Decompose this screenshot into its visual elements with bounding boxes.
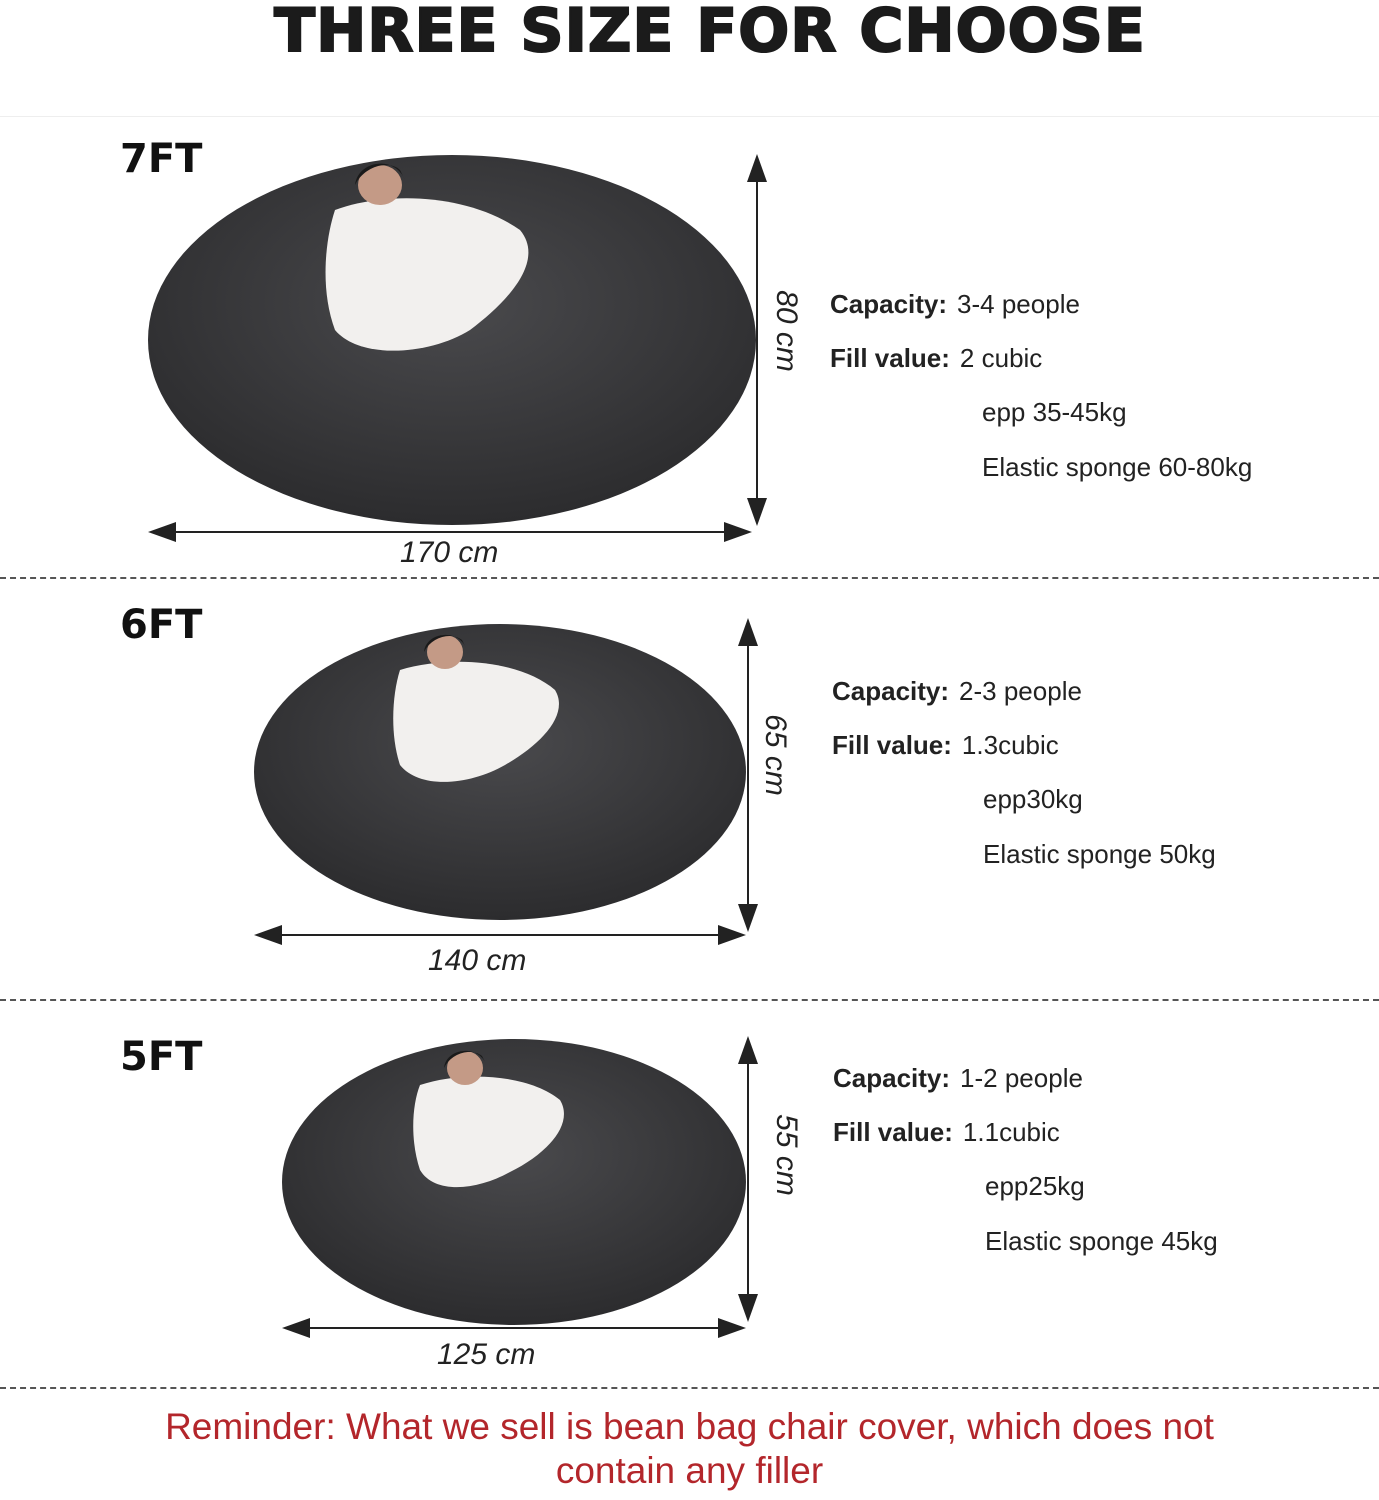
size-label-6ft: 6FT bbox=[120, 602, 203, 648]
fill-value-7ft: Fill value: 2 cubic bbox=[830, 343, 1043, 373]
height-label-6ft: 65 cm bbox=[758, 714, 792, 796]
size-label-5ft: 5FT bbox=[120, 1034, 203, 1080]
bean-bag-7ft-image bbox=[148, 155, 756, 525]
width-label-7ft: 170 cm bbox=[400, 536, 499, 569]
capacity-7ft: Capacity: 3-4 people bbox=[830, 289, 1080, 319]
divider bbox=[0, 1387, 1379, 1389]
reminder-line-2: contain any filler bbox=[555, 1450, 824, 1491]
fill-value-6ft: Fill value: 1.3cubic bbox=[832, 730, 1059, 760]
width-label-5ft: 125 cm bbox=[437, 1338, 536, 1371]
epp-6ft: epp30kg bbox=[983, 784, 1083, 814]
divider bbox=[0, 116, 1379, 117]
height-label-7ft: 80 cm bbox=[769, 290, 803, 372]
epp-5ft: epp25kg bbox=[985, 1171, 1085, 1201]
divider bbox=[0, 999, 1379, 1001]
width-label-6ft: 140 cm bbox=[428, 944, 527, 977]
height-label-5ft: 55 cm bbox=[769, 1114, 803, 1196]
reminder-line-1: Reminder: What we sell is bean bag chair… bbox=[165, 1406, 1214, 1447]
epp-7ft: epp 35-45kg bbox=[982, 397, 1127, 427]
bean-bag-6ft-image bbox=[254, 624, 746, 920]
capacity-6ft: Capacity: 2-3 people bbox=[832, 676, 1082, 706]
sponge-6ft: Elastic sponge 50kg bbox=[983, 839, 1216, 869]
page-title: THREE SIZE FOR CHOOSE bbox=[273, 0, 1146, 67]
sponge-7ft: Elastic sponge 60-80kg bbox=[982, 452, 1253, 482]
fill-value-5ft: Fill value: 1.1cubic bbox=[833, 1117, 1060, 1147]
bean-bag-5ft-image bbox=[282, 1039, 746, 1325]
sponge-5ft: Elastic sponge 45kg bbox=[985, 1226, 1218, 1256]
capacity-5ft: Capacity: 1-2 people bbox=[833, 1063, 1083, 1093]
divider bbox=[0, 577, 1379, 579]
size-label-7ft: 7FT bbox=[120, 136, 203, 182]
